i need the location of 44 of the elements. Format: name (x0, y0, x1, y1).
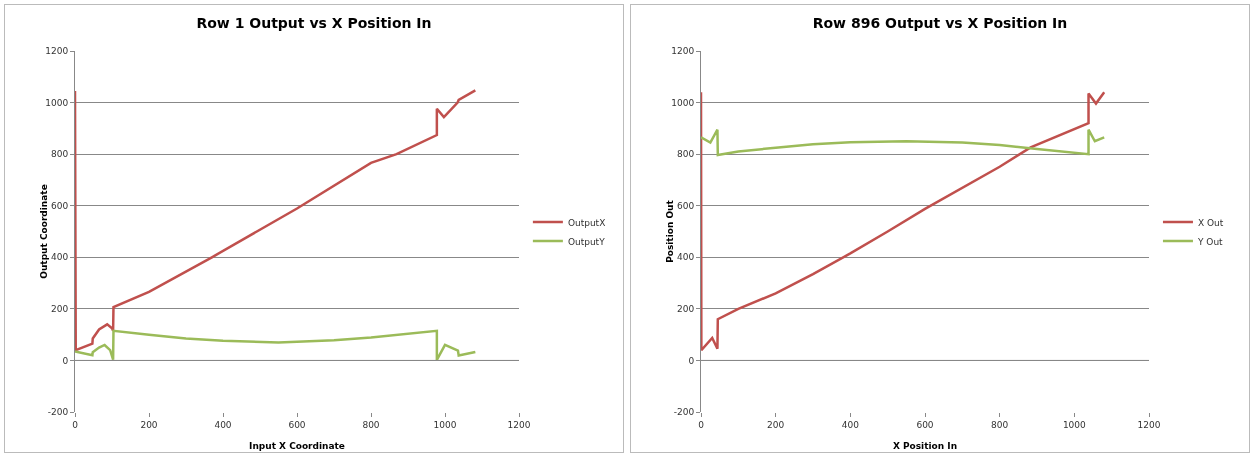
x-axis-title: X Position In (892, 441, 958, 451)
x-tick-label: 600 (288, 419, 306, 430)
y-tick-label: 400 (51, 252, 69, 263)
x-tick-label: 1000 (433, 419, 457, 430)
x-tick-label: 0 (698, 419, 705, 430)
y-tick-label: 600 (677, 200, 695, 211)
line-series (701, 91, 1106, 352)
y-tick-label: 800 (677, 149, 695, 160)
x-tick-label: 1200 (1137, 419, 1161, 430)
y-tick-label: 1000 (671, 97, 695, 108)
legend-label: OutputY (567, 236, 606, 247)
y-axis-title: Output Coordinate (39, 184, 49, 279)
legend-label: X Out (1197, 217, 1224, 228)
x-tick-label: 800 (991, 419, 1009, 430)
legend-label: Y Out (1196, 236, 1224, 247)
line-series (701, 128, 1106, 157)
y-tick-label: 200 (677, 304, 695, 315)
y-tick-label: 0 (688, 355, 695, 366)
legend-label: OutputX (567, 217, 606, 228)
x-tick-label: 200 (767, 419, 785, 430)
y-tick-label: -200 (47, 407, 69, 418)
y-tick-label: -200 (673, 407, 695, 418)
y-axis-title: Position Out (665, 199, 675, 263)
x-tick-label: 600 (916, 419, 934, 430)
x-tick-label: 1200 (507, 419, 531, 430)
chart-title: Row 1 Output vs X Position In (196, 15, 432, 32)
line-series (75, 329, 477, 362)
x-tick-label: 0 (72, 419, 79, 430)
chart-title: Row 896 Output vs X Position In (812, 15, 1068, 32)
y-tick-label: 1200 (45, 46, 69, 57)
x-tick-label: 1000 (1062, 419, 1087, 430)
y-tick-label: 1200 (671, 46, 695, 57)
y-tick-label: 600 (51, 200, 69, 211)
x-axis-title: Input X Coordinate (249, 441, 345, 451)
x-tick-label: 200 (140, 419, 158, 430)
line-series (75, 89, 477, 352)
y-tick-label: 400 (677, 252, 695, 263)
y-tick-label: 1000 (45, 97, 69, 108)
x-tick-label: 400 (841, 419, 860, 430)
x-tick-label: 800 (362, 419, 380, 430)
y-tick-label: 800 (51, 149, 69, 160)
y-tick-label: 200 (51, 304, 69, 315)
x-tick-label: 400 (214, 419, 232, 430)
y-tick-label: 0 (62, 355, 69, 366)
